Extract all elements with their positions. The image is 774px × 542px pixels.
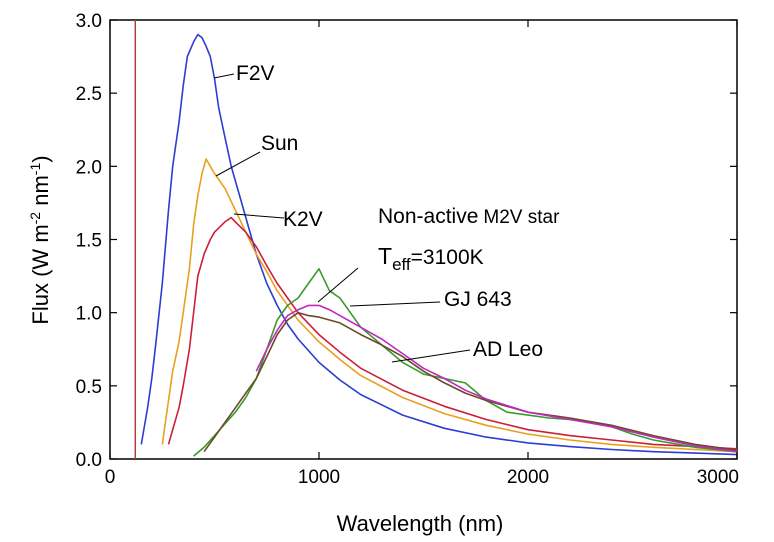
y-axis-title-part: Flux (W m [28,224,53,324]
y-axis-ticks: 0.0 0.5 1.0 1.5 2.0 2.5 3.0 [76,11,737,471]
annotation-m2v-part-b: M2V star [483,207,560,228]
x-tick-label: 3000 [697,467,739,488]
x-axis-ticks: 0 1000 2000 3000 [105,20,739,488]
y-tick-label: 3.0 [76,11,102,32]
y-tick-label: 2.5 [76,84,102,105]
plot-frame [109,19,738,460]
leader-adleo [391,349,471,363]
x-tick-label: 0 [105,467,116,488]
series-line-4 [203,311,738,453]
x-tick-label: 2000 [507,467,549,488]
annotations: F2V Sun K2V Non-active M2V star Teff=3100… [213,62,560,363]
x-axis-title: Wavelength (nm) [337,511,504,536]
series-layer [140,33,738,457]
series-line-0 [140,33,738,456]
leader-m2v [317,267,359,303]
annotation-gj643: GJ 643 [444,288,512,311]
annotation-m2v-line1: Non-active M2V star [378,205,560,228]
y-tick-label: 1.5 [76,231,102,252]
annotation-sun: Sun [261,132,298,155]
series-line-5 [255,304,738,453]
leader-k2v [233,213,285,219]
annotation-m2v-teff: Teff=3100K [378,243,484,274]
y-tick-label: 0.0 [76,450,102,471]
annotation-m2v-part-a: Non-active [378,205,478,228]
series-line-1 [161,158,738,453]
plot-area [109,19,738,460]
y-tick-label: 1.0 [76,304,102,325]
y-axis-title: Flux (W m-2 nm-1) [27,155,53,324]
y-axis-title-sup: -2 [27,212,43,225]
leader-sun [215,151,261,177]
y-tick-label: 2.0 [76,157,102,178]
y-tick-label: 0.5 [76,377,102,398]
teff-prefix: T [378,243,392,269]
annotation-f2v: F2V [236,62,275,85]
series-line-2 [167,216,738,450]
leader-gj643 [349,301,441,307]
leader-f2v [213,73,235,79]
teff-value: =3100K [411,246,484,269]
y-axis-title-part: ) [28,155,53,162]
x-tick-label: 1000 [298,467,340,488]
teff-sub: eff [392,255,411,274]
y-axis-title-part: nm [28,175,53,212]
annotation-adleo: AD Leo [473,338,543,361]
y-axis-title-sup: -1 [27,163,43,176]
annotation-k2v: K2V [283,208,323,231]
